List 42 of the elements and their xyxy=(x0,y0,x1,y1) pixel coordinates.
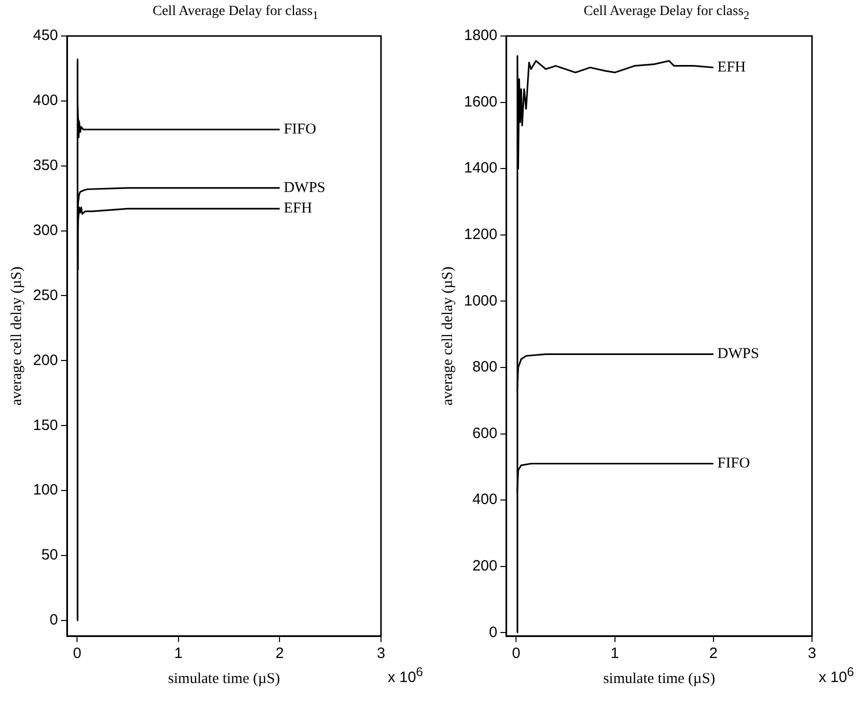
y-tick-label: 300 xyxy=(32,222,58,239)
y-tick-label: 350 xyxy=(32,157,58,174)
x-tick-label: 0 xyxy=(512,645,520,662)
y-tick-label: 1400 xyxy=(464,160,498,177)
y-tick-label: 250 xyxy=(32,286,58,304)
x-tick-label: 1 xyxy=(174,645,183,662)
y-tick-label: 0 xyxy=(50,612,58,629)
x-tick-label: 3 xyxy=(808,645,816,662)
chart-title: Cell Average Delay for class$_{1}$ xyxy=(152,4,320,22)
series-label: DWPS xyxy=(284,180,326,196)
text: x 10$^{6}$ xyxy=(388,665,423,686)
x-tick-label: 2 xyxy=(276,645,284,662)
y-tick-label: 100 xyxy=(32,482,58,499)
x-tick-label: 2 xyxy=(709,645,718,662)
y-tick-label: 1800 xyxy=(464,27,498,44)
x-axis-title: simulate time (µS) xyxy=(603,670,716,687)
y-tick-label: 150 xyxy=(32,416,58,434)
y-tick-label: 200 xyxy=(472,558,498,575)
y-tick-label: 1000 xyxy=(464,292,498,310)
y-tick-label: 1200 xyxy=(464,226,498,244)
series-label: FIFO xyxy=(284,121,316,138)
y-tick-label: 50 xyxy=(41,546,58,564)
y-tick-label: 200 xyxy=(32,352,58,369)
y-tick-label: 1600 xyxy=(464,93,498,110)
y-tick-label: 0 xyxy=(489,624,498,641)
series-label: EFH xyxy=(717,59,746,76)
y-axis-title: average cell delay (µS) xyxy=(440,266,456,406)
y-tick-label: 450 xyxy=(32,27,58,44)
series-label: EFH xyxy=(284,200,312,217)
x-tick-label: 3 xyxy=(376,645,386,662)
series-label: DWPS xyxy=(717,346,760,362)
chart-title: Cell Average Delay for class$_{2}$ xyxy=(582,4,750,22)
y-tick-label: 800 xyxy=(472,358,498,376)
x-axis-title: simulate time (µS) xyxy=(168,670,280,687)
x-tick-label: 0 xyxy=(72,645,82,662)
y-tick-label: 400 xyxy=(32,92,58,110)
y-tick-label: 400 xyxy=(472,491,498,508)
x-tick-label: 1 xyxy=(610,645,619,662)
y-tick-label: 600 xyxy=(472,424,498,442)
text: x 10$^{6}$ xyxy=(818,665,854,686)
y-axis-title: average cell delay (µS) xyxy=(8,266,25,406)
series-label: FIFO xyxy=(717,456,750,472)
